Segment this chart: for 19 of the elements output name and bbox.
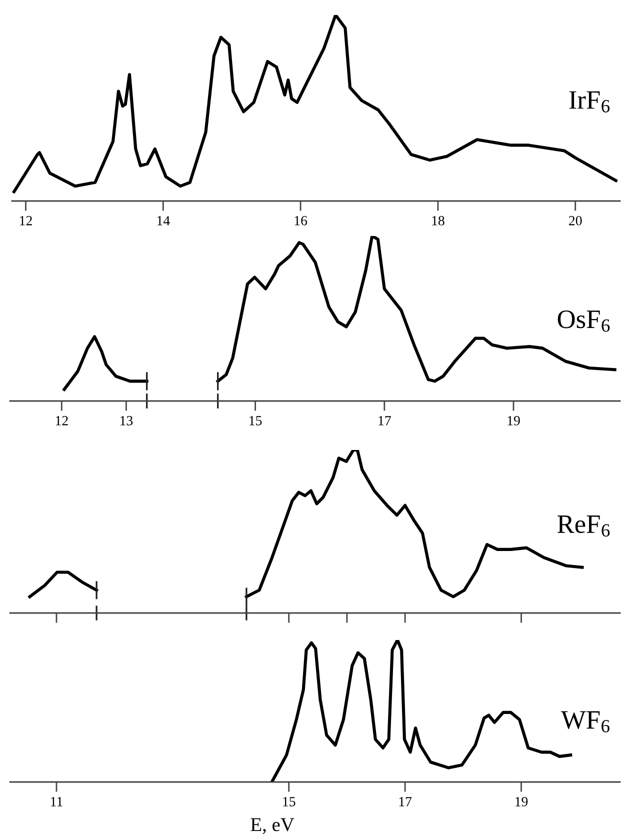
x-axis-title: E, eV xyxy=(250,818,294,834)
text: ReF$_{6}$ xyxy=(558,516,610,537)
text: IrF$_{6}$ xyxy=(569,91,610,112)
x-tick-label: 16 xyxy=(294,216,308,226)
x-tick-label: 12 xyxy=(56,416,68,426)
x-tick-label: 15 xyxy=(250,416,262,426)
x-tick-label: 17 xyxy=(399,797,412,806)
x-tick-label: 14 xyxy=(157,216,170,226)
x-tick-label: 20 xyxy=(569,216,582,226)
x-tick-label: 11 xyxy=(51,797,62,806)
x-tick-label: 15 xyxy=(283,797,296,806)
text: WF$_{6}$ xyxy=(561,711,610,732)
x-tick-label: 17 xyxy=(378,416,391,426)
text: OsF$_{6}$ xyxy=(558,310,610,332)
x-tick-label: 18 xyxy=(432,216,444,226)
x-tick-label: 13 xyxy=(120,416,133,426)
x-tick-label: 19 xyxy=(516,797,528,806)
x-tick-label: 12 xyxy=(20,216,32,226)
x-tick-label: 19 xyxy=(508,416,520,426)
